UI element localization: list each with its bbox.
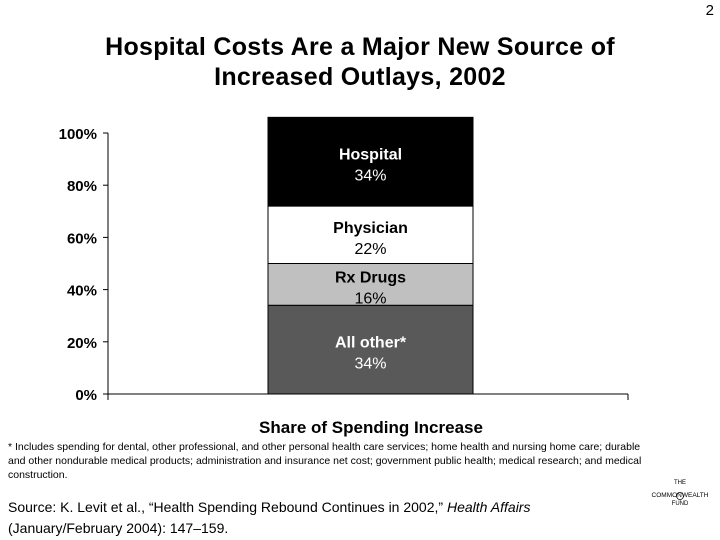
y-tick-label: 80%	[67, 178, 97, 195]
bar-segment-rx-drugs	[267, 263, 474, 306]
logo-seal-icon	[676, 492, 684, 500]
source-citation: Source: K. Levit et al., “Health Spendin…	[8, 497, 638, 539]
commonwealth-fund-logo-icon: THE COMMONWEALTH FUND	[652, 480, 709, 507]
source-journal: Health Affairs	[446, 499, 531, 515]
source-suffix: (January/February 2004): 147–159.	[8, 520, 229, 536]
page-title: Hospital Costs Are a Major New Source of…	[0, 32, 720, 92]
segment-value-label: 16%	[354, 290, 386, 307]
segment-value-label: 34%	[354, 356, 386, 373]
segment-name-label: All other*	[335, 335, 407, 352]
title-line-1: Hospital Costs Are a Major New Source of	[105, 33, 615, 61]
chart-data-labels: All other* 34% Rx Drugs 16% Physician 22% Hosp…	[333, 147, 408, 373]
segment-name-label: Rx Drugs	[335, 269, 406, 286]
segment-name-label: Hospital	[339, 147, 402, 164]
logo-line-1: THE	[674, 480, 686, 486]
chart-bars	[267, 116, 474, 395]
logo-line-2: COMMONWEALTH	[652, 492, 709, 499]
segment-value-label: 34%	[354, 168, 386, 185]
y-tick-label: 0%	[75, 387, 97, 404]
x-axis-label: Share of Spending Increase	[259, 418, 483, 437]
source-prefix: Source: K. Levit et al., “Health Spendin…	[8, 499, 447, 515]
segment-value-label: 22%	[354, 241, 386, 258]
y-tick-label: 20%	[67, 335, 97, 352]
bar-segment-hospital	[267, 116, 474, 207]
segment-name-label: Physician	[333, 220, 408, 237]
y-tick-label: 60%	[67, 230, 97, 247]
page-number: 2	[705, 2, 714, 19]
title-line-2: Increased Outlays, 2002	[214, 63, 506, 91]
stacked-bar-chart: 0% 20% 40% 60% 80% 100% All other* 34% Rx Drugs…	[59, 116, 629, 437]
logo-line-3: FUND	[672, 501, 689, 507]
footnote: * Includes spending for dental, other pr…	[8, 441, 642, 481]
y-tick-label: 40%	[67, 283, 97, 300]
y-tick-label: 100%	[59, 126, 97, 143]
bar-segment-all-other	[267, 304, 474, 395]
chart-axes: 0% 20% 40% 60% 80% 100%	[59, 126, 629, 404]
